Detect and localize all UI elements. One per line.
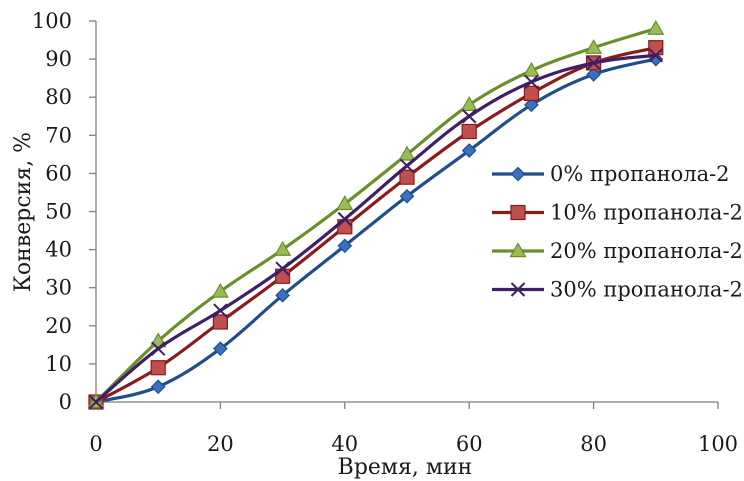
data-point [648, 40, 664, 56]
y-tick-label: 50 [45, 200, 72, 224]
series-3 [88, 48, 664, 410]
legend-marker [510, 204, 526, 221]
data-point [586, 66, 601, 82]
x-tick-label: 20 [207, 432, 234, 456]
data-point [461, 143, 477, 158]
data-point [399, 158, 415, 173]
x-axis-title: Время, мин [338, 455, 473, 480]
data-point [460, 96, 478, 112]
series-1 [88, 40, 664, 410]
data-point [149, 332, 167, 348]
series-2 [87, 19, 665, 409]
y-tick-label: 30 [45, 276, 72, 300]
data-point [522, 61, 540, 77]
legend-label: 0% пропанола-2 [550, 162, 730, 186]
legend-item: 10% пропанола-2 [492, 201, 743, 225]
legend-label: 20% пропанола-2 [550, 239, 743, 263]
y-tick-label: 60 [45, 161, 72, 185]
data-point [523, 85, 540, 101]
data-point [585, 38, 603, 54]
x-tick-label: 40 [331, 432, 358, 456]
x-tick-label: 60 [456, 432, 483, 456]
data-point [150, 379, 166, 395]
data-point [647, 19, 665, 35]
series-layer [87, 19, 665, 410]
data-point [399, 188, 415, 204]
x-tick-label: 100 [698, 432, 738, 456]
data-point [648, 48, 664, 63]
series-0 [88, 51, 664, 410]
data-point [275, 287, 290, 303]
legend-item: 0% пропанола-2 [492, 162, 730, 186]
legend-label: 10% пропанола-2 [550, 201, 743, 225]
y-tick-label: 40 [45, 238, 72, 262]
data-point [212, 314, 228, 330]
data-point [213, 303, 228, 318]
series-line [94, 27, 658, 404]
data-point [337, 211, 353, 227]
legend-item: 30% пропанола-2 [492, 278, 743, 302]
series-line [94, 53, 658, 404]
legend-marker [510, 282, 526, 297]
data-point [461, 123, 477, 140]
legend-label: 30% пропанола-2 [550, 278, 743, 302]
legend-marker [510, 166, 526, 182]
data-point [337, 238, 353, 254]
data-point [150, 341, 166, 356]
data-point [461, 109, 477, 124]
legend-marker [509, 242, 527, 258]
data-point [524, 74, 539, 90]
x-tick-label: 80 [580, 432, 607, 456]
y-tick-label: 20 [45, 314, 72, 338]
tick-labels: 0 10 20 30 40 50 60 70 80 90 100 0 20 40 60 80 100 [32, 9, 738, 456]
y-tick-label: 90 [45, 47, 72, 71]
y-axis-title: Конверсия, % [11, 132, 36, 292]
y-tick-label: 100 [32, 9, 72, 33]
data-point [211, 282, 229, 298]
data-point [336, 195, 354, 211]
data-point [88, 394, 104, 410]
y-tick-label: 80 [45, 85, 72, 109]
legend: 0% пропанола-2 10% пропанола-2 20% пропано… [492, 162, 743, 302]
y-tick-label: 70 [45, 123, 72, 147]
y-tick-label: 10 [45, 352, 72, 376]
series-line [94, 46, 658, 404]
series-line [94, 57, 658, 404]
data-point [586, 55, 601, 71]
data-point [399, 169, 415, 185]
data-point [524, 97, 539, 113]
data-point [150, 360, 166, 376]
data-point [274, 240, 292, 256]
data-point [213, 341, 228, 357]
x-tick-label: 0 [89, 432, 102, 456]
data-point [398, 145, 416, 161]
legend-item: 20% пропанола-2 [492, 239, 743, 263]
data-point [275, 261, 290, 276]
y-tick-label: 0 [59, 390, 72, 414]
